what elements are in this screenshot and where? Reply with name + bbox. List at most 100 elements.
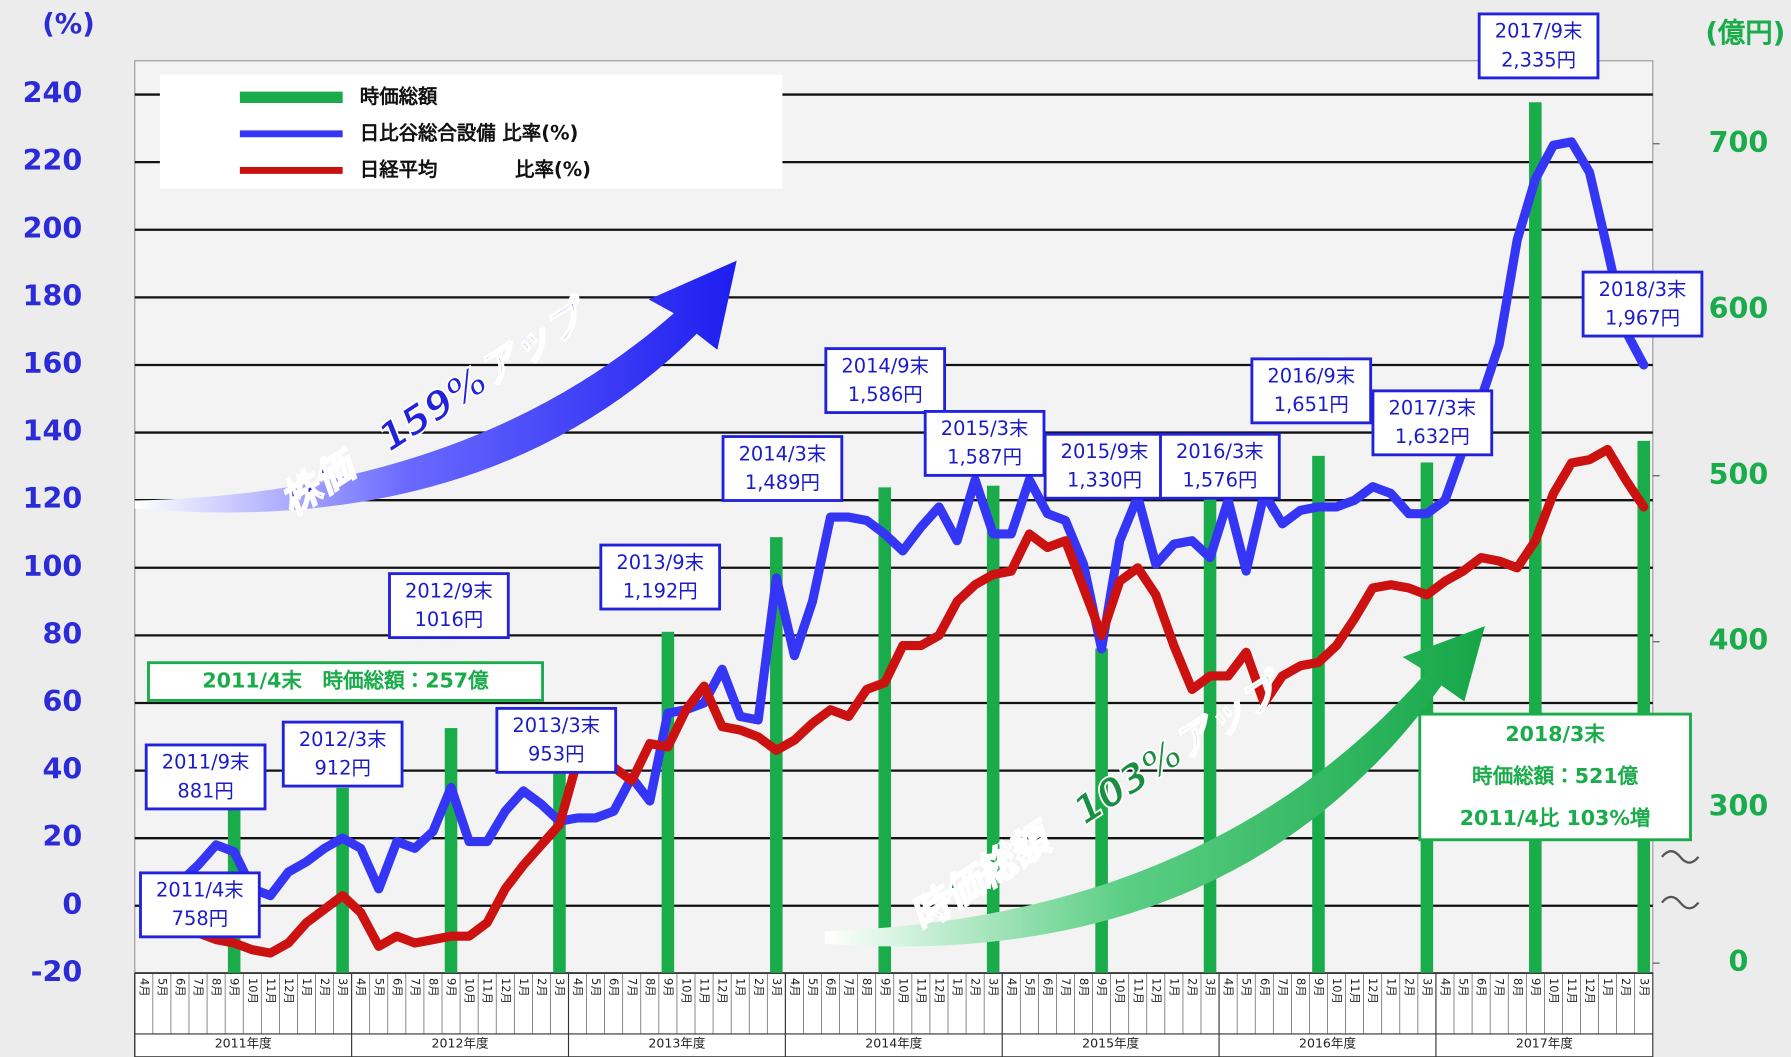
x-tick-label: 10月 [463, 978, 477, 1004]
x-tick-label: 1月 [1167, 978, 1181, 997]
callout-text: 758円 [172, 907, 228, 930]
callout-text: 1,651円 [1274, 393, 1349, 416]
x-tick-label: 4月 [788, 978, 802, 997]
x-tick-label: 1月 [1601, 978, 1615, 997]
x-tick-label: 6月 [390, 978, 404, 997]
x-tick-label: 3月 [770, 978, 784, 997]
callout-text: 2015/3末 [941, 417, 1029, 440]
y-tick-label: 240 [23, 76, 83, 110]
x-tick-label: 3月 [987, 978, 1001, 997]
callout-text: 1016円 [414, 608, 483, 631]
x-tick-label: 8月 [860, 978, 874, 997]
x-tick-label: 7月 [1493, 978, 1507, 997]
legend-label: 時価総額 [360, 85, 438, 108]
x-tick-label: 8月 [1077, 978, 1091, 997]
x-group-label: 2015年度 [1082, 1036, 1139, 1051]
x-tick-label: 2月 [752, 978, 766, 997]
x-group-label: 2014年度 [865, 1036, 922, 1051]
note-text: 2011/4比 103%増 [1460, 806, 1651, 830]
x-tick-label: 12月 [716, 978, 730, 1004]
y-tick-label: 160 [23, 346, 83, 380]
x-tick-label: 10月 [1330, 978, 1344, 1004]
callout-text: 1,330円 [1067, 469, 1142, 492]
x-tick-label: 9月 [228, 978, 242, 997]
x-tick-label: 5月 [806, 978, 820, 997]
x-axis: 4月5月6月7月8月9月10月11月12月1月2月3月4月5月6月7月8月9月1… [135, 973, 1653, 1056]
callout-text: 2017/9末 [1495, 20, 1583, 43]
x-group-label: 2017年度 [1516, 1036, 1573, 1051]
y2-tick-label: 500 [1709, 457, 1769, 491]
x-tick-label: 3月 [553, 978, 567, 997]
callout-text: 2015/9末 [1061, 440, 1149, 463]
x-tick-label: 9月 [1312, 978, 1326, 997]
x-tick-label: 9月 [878, 978, 892, 997]
note-text: 時価総額：521億 [1472, 764, 1639, 788]
x-tick-label: 7月 [842, 978, 856, 997]
x-tick-label: 12月 [932, 978, 946, 1004]
callout-text: 2011/9末 [162, 751, 250, 774]
x-tick-label: 5月 [1240, 978, 1254, 997]
x-tick-label: 6月 [1041, 978, 1055, 997]
callout-text: 881円 [177, 779, 233, 802]
x-tick-label: 3月 [336, 978, 350, 997]
y-tick-label: 200 [23, 211, 83, 245]
x-tick-label: 1月 [517, 978, 531, 997]
x-tick-label: 1月 [1384, 978, 1398, 997]
y-tick-label: 140 [23, 414, 83, 448]
x-tick-label: 12月 [1366, 978, 1380, 1004]
x-tick-label: 9月 [445, 978, 459, 997]
bar [336, 788, 349, 974]
y2-tick-label: 400 [1709, 623, 1769, 657]
x-tick-label: 11月 [1348, 978, 1362, 1004]
y-tick-label: -20 [31, 954, 83, 988]
y-tick-label: 100 [23, 549, 83, 583]
x-tick-label: 6月 [1258, 978, 1272, 997]
x-tick-label: 5月 [1023, 978, 1037, 997]
x-group-label: 2016年度 [1299, 1036, 1356, 1051]
x-tick-label: 5月 [589, 978, 603, 997]
callout-text: 2018/3末 [1599, 278, 1687, 301]
callout-text: 953円 [528, 743, 584, 766]
x-tick-label: 7月 [625, 978, 639, 997]
x-tick-label: 8月 [1511, 978, 1525, 997]
callout-text: 2014/9末 [841, 354, 929, 377]
callout-text: 2012/9末 [405, 579, 493, 602]
x-tick-label: 1月 [951, 978, 965, 997]
x-tick-label: 9月 [1095, 978, 1109, 997]
x-tick-label: 11月 [1565, 978, 1579, 1004]
callout-text: 1,632円 [1395, 425, 1470, 448]
x-tick-label: 2月 [318, 978, 332, 997]
x-tick-label: 6月 [1475, 978, 1489, 997]
y2-tick-label: 600 [1709, 291, 1769, 325]
callout-text: 912円 [314, 756, 370, 779]
x-tick-label: 10月 [1547, 978, 1561, 1004]
x-tick-label: 7月 [192, 978, 206, 997]
x-tick-label: 4月 [571, 978, 585, 997]
x-tick-label: 9月 [1529, 978, 1543, 997]
x-tick-label: 1月 [300, 978, 314, 997]
x-tick-label: 2月 [1619, 978, 1633, 997]
callout-text: 2,335円 [1501, 48, 1576, 71]
legend-label: 日経平均 比率(%) [360, 158, 591, 181]
callout-text: 2016/3末 [1176, 440, 1264, 463]
x-tick-label: 5月 [372, 978, 386, 997]
x-tick-label: 5月 [1457, 978, 1471, 997]
callout-text: 2013/9末 [616, 551, 704, 574]
y2-tick-label: 300 [1709, 789, 1769, 823]
legend-label: 日比谷総合設備 比率(%) [360, 121, 579, 144]
note-text: 2011/4末 時価総額：257億 [202, 669, 489, 693]
chart: -200204060801001201401601802002202400300… [0, 0, 1791, 1057]
bar [1637, 441, 1650, 973]
y-tick-label: 0 [62, 887, 82, 921]
callout-text: 1,587円 [947, 446, 1022, 469]
bar [662, 632, 675, 974]
x-tick-label: 7月 [1059, 978, 1073, 997]
y2-tick-label: 700 [1709, 125, 1769, 159]
x-tick-label: 10月 [1113, 978, 1127, 1004]
bar [1312, 456, 1325, 974]
x-tick-label: 11月 [698, 978, 712, 1004]
x-tick-label: 3月 [1204, 978, 1218, 997]
x-group-label: 2011年度 [215, 1036, 272, 1051]
y2-axis-unit: (億円) [1705, 18, 1785, 49]
callout-text: 2014/3末 [739, 442, 827, 465]
